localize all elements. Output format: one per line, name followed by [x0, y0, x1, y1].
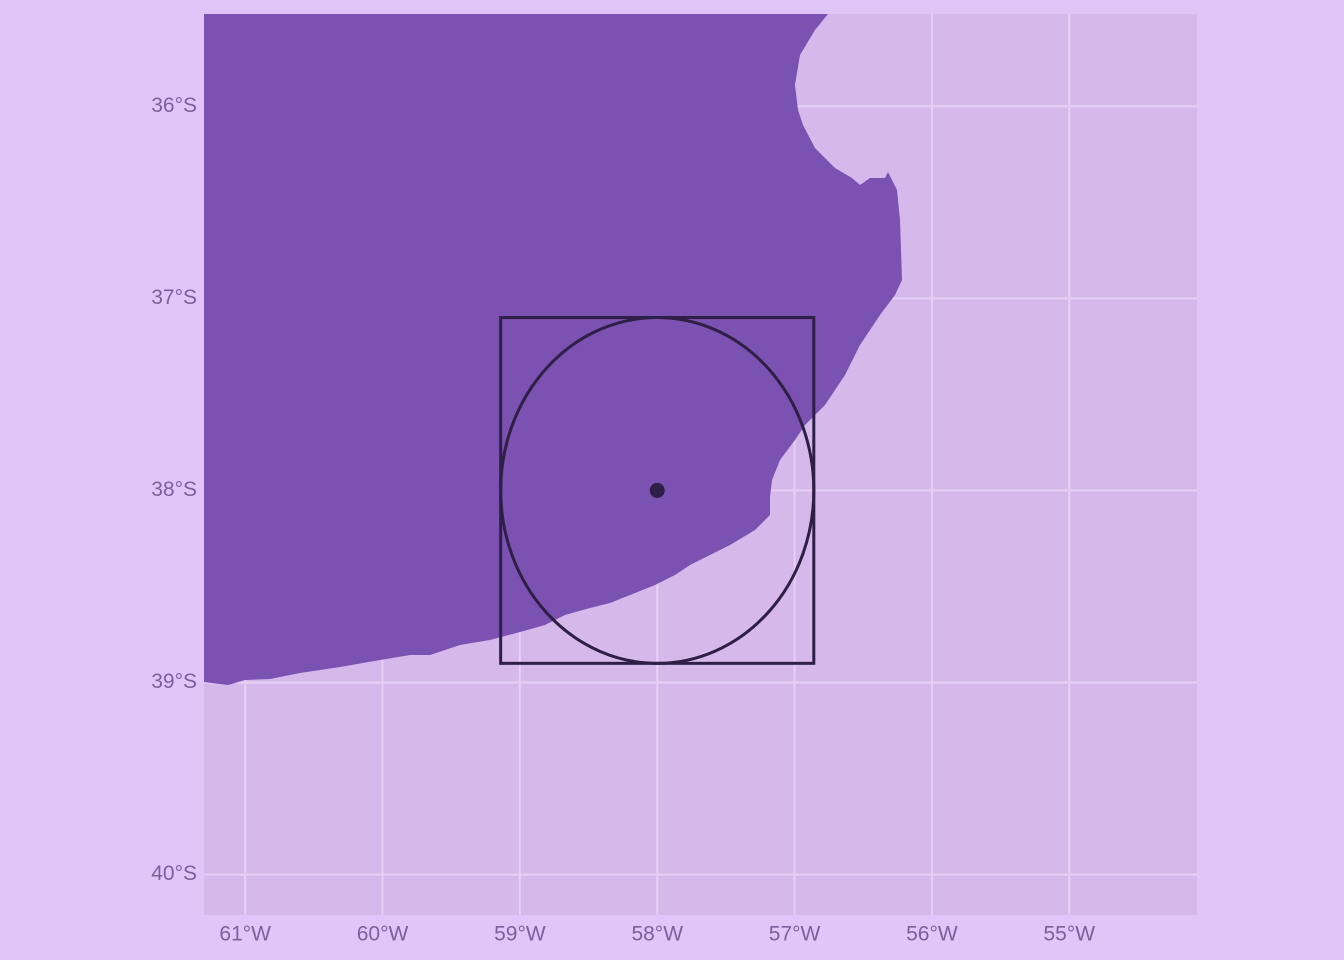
- y-tick-label: 37°S: [151, 286, 197, 309]
- x-tick-label: 56°W: [906, 923, 958, 946]
- x-tick-label: 61°W: [219, 923, 271, 946]
- x-tick-label: 57°W: [769, 923, 821, 946]
- marks: [499, 316, 816, 665]
- x-tick-label: 59°W: [494, 923, 546, 946]
- x-tick-label: 60°W: [357, 923, 409, 946]
- y-tick-label: 39°S: [151, 670, 197, 693]
- point: [649, 482, 665, 498]
- x-tick-label: 55°W: [1043, 923, 1095, 946]
- x-tick-label: 58°W: [631, 923, 683, 946]
- buffer-circle: [499, 316, 816, 665]
- y-tick-label: 36°S: [151, 94, 197, 117]
- y-tick-label: 38°S: [151, 478, 197, 501]
- land: [204, 14, 902, 685]
- y-tick-label: 40°S: [151, 862, 197, 885]
